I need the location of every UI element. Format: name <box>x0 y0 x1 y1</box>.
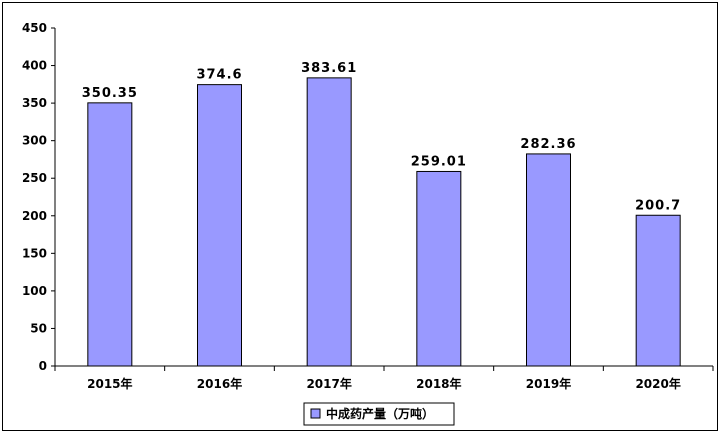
y-tick-label: 50 <box>30 321 47 335</box>
y-tick-label: 250 <box>22 171 47 185</box>
bar <box>197 84 242 367</box>
data-label: 259.01 <box>411 154 467 169</box>
bar <box>306 77 352 367</box>
bar <box>87 102 133 367</box>
legend-label: 中成药产量（万吨） <box>326 406 434 421</box>
x-tick-label: 2016年 <box>197 376 242 391</box>
y-tick-label: 400 <box>22 59 47 73</box>
legend-box <box>303 402 455 426</box>
data-label: 282.36 <box>520 137 576 152</box>
y-tick-label: 0 <box>39 359 47 373</box>
data-label: 200.7 <box>635 198 681 213</box>
y-tick-label: 450 <box>22 21 47 35</box>
bar <box>635 214 681 367</box>
data-label: 383.61 <box>301 61 357 76</box>
y-tick-label: 150 <box>22 246 47 260</box>
bar <box>526 153 571 367</box>
chart-frame: 0 50 100 150 200 250 300 350 400 450 350.35 2015年 37… <box>2 2 718 431</box>
legend-swatch <box>310 408 321 419</box>
y-tick-label: 300 <box>22 134 47 148</box>
legend: 中成药产量（万吨） <box>303 402 455 426</box>
x-tick-label: 2017年 <box>306 376 351 391</box>
data-label: 374.6 <box>196 68 242 83</box>
y-tick-label: 200 <box>22 209 47 223</box>
bar <box>416 170 462 367</box>
plot-area: 0 50 100 150 200 250 300 350 400 450 350.35 2015年 37… <box>22 21 714 391</box>
bar-chart: 0 50 100 150 200 250 300 350 400 450 350.35 2015年 37… <box>22 21 714 426</box>
x-tick-label: 2019年 <box>526 376 571 391</box>
x-tick-label: 2020年 <box>635 376 680 391</box>
data-label: 350.35 <box>82 86 138 101</box>
y-tick-label: 350 <box>22 96 47 110</box>
y-tick-label: 100 <box>22 284 47 298</box>
x-tick-label: 2018年 <box>416 376 461 391</box>
x-tick-label: 2015年 <box>87 376 132 391</box>
